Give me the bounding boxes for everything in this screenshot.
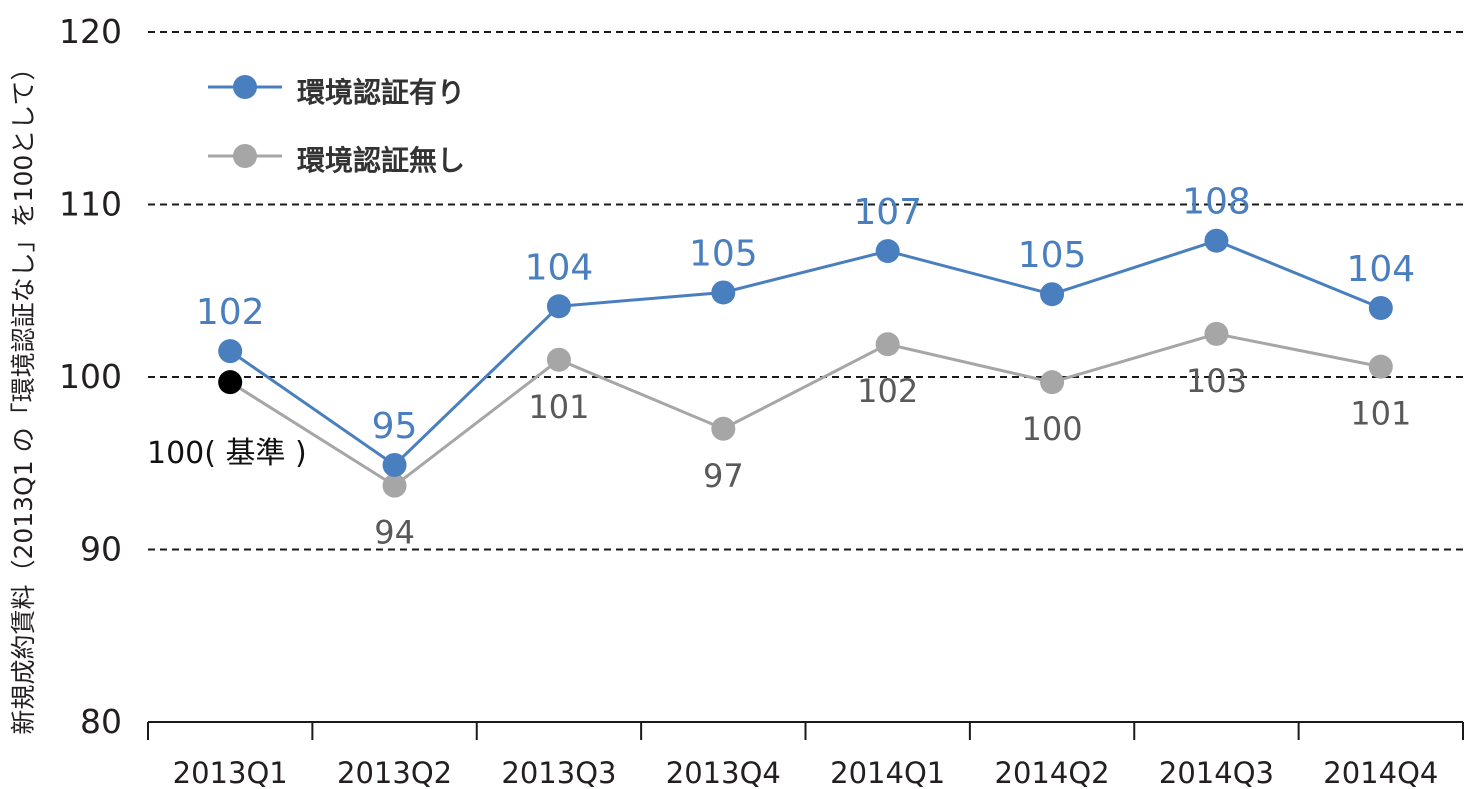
data-label: 104 — [1346, 249, 1415, 290]
data-point — [875, 332, 900, 357]
data-label: 101 — [1350, 395, 1411, 433]
legend-label-series-1: 環境認証有り — [297, 76, 466, 109]
baseline-point — [218, 370, 243, 395]
data-point — [1204, 228, 1229, 253]
x-tick-label: 2014Q1 — [830, 756, 945, 789]
data-point — [1204, 321, 1229, 346]
data-label: 97 — [703, 457, 744, 495]
data-point — [1368, 354, 1393, 379]
y-tick-label: 110 — [59, 185, 122, 224]
x-tick-label: 2014Q2 — [995, 756, 1110, 789]
legend-marker — [233, 144, 257, 168]
data-label: 102 — [196, 292, 265, 333]
series-line — [229, 239, 1382, 467]
data-point — [382, 452, 407, 477]
data-point — [1368, 296, 1393, 320]
x-tick-label: 2014Q3 — [1159, 756, 1274, 789]
data-label: 94 — [374, 514, 415, 552]
data-label: 100 — [1022, 410, 1083, 448]
data-point — [711, 416, 736, 441]
data-label: 105 — [689, 233, 758, 274]
data-point — [382, 473, 407, 498]
y-tick-label: 80 — [80, 702, 122, 741]
x-tick-label: 2013Q3 — [501, 756, 616, 789]
legend-label-series-2: 環境認証無し — [297, 144, 466, 177]
data-label: 102 — [857, 372, 918, 410]
data-label: 105 — [1018, 235, 1087, 276]
data-point — [875, 239, 900, 264]
x-tick-label: 2013Q2 — [337, 756, 452, 789]
data-label: 104 — [525, 247, 594, 288]
data-label: 108 — [1182, 182, 1251, 223]
y-axis-label: 新規成約賃料（2013Q1 の「環境認証なし」を100として） — [9, 55, 38, 735]
y-tick-label: 100 — [59, 357, 122, 396]
data-point — [711, 280, 736, 305]
x-tick-label: 2014Q4 — [1323, 756, 1438, 789]
x-tick-label: 2013Q1 — [173, 756, 288, 789]
data-label: 101 — [528, 388, 589, 426]
data-point — [1040, 282, 1065, 307]
data-point — [546, 347, 571, 372]
data-point — [1040, 370, 1065, 395]
series-line — [229, 332, 1382, 488]
data-point — [218, 339, 243, 364]
y-tick-label: 90 — [80, 530, 122, 569]
baseline-label: 100( 基準 ) — [147, 436, 307, 471]
y-tick-label: 120 — [59, 12, 122, 51]
data-label: 95 — [372, 406, 418, 447]
x-tick-label: 2013Q4 — [666, 756, 781, 789]
data-label: 103 — [1186, 362, 1247, 400]
legend-marker — [233, 75, 257, 99]
data-label: 107 — [853, 192, 922, 233]
data-point — [546, 294, 571, 319]
